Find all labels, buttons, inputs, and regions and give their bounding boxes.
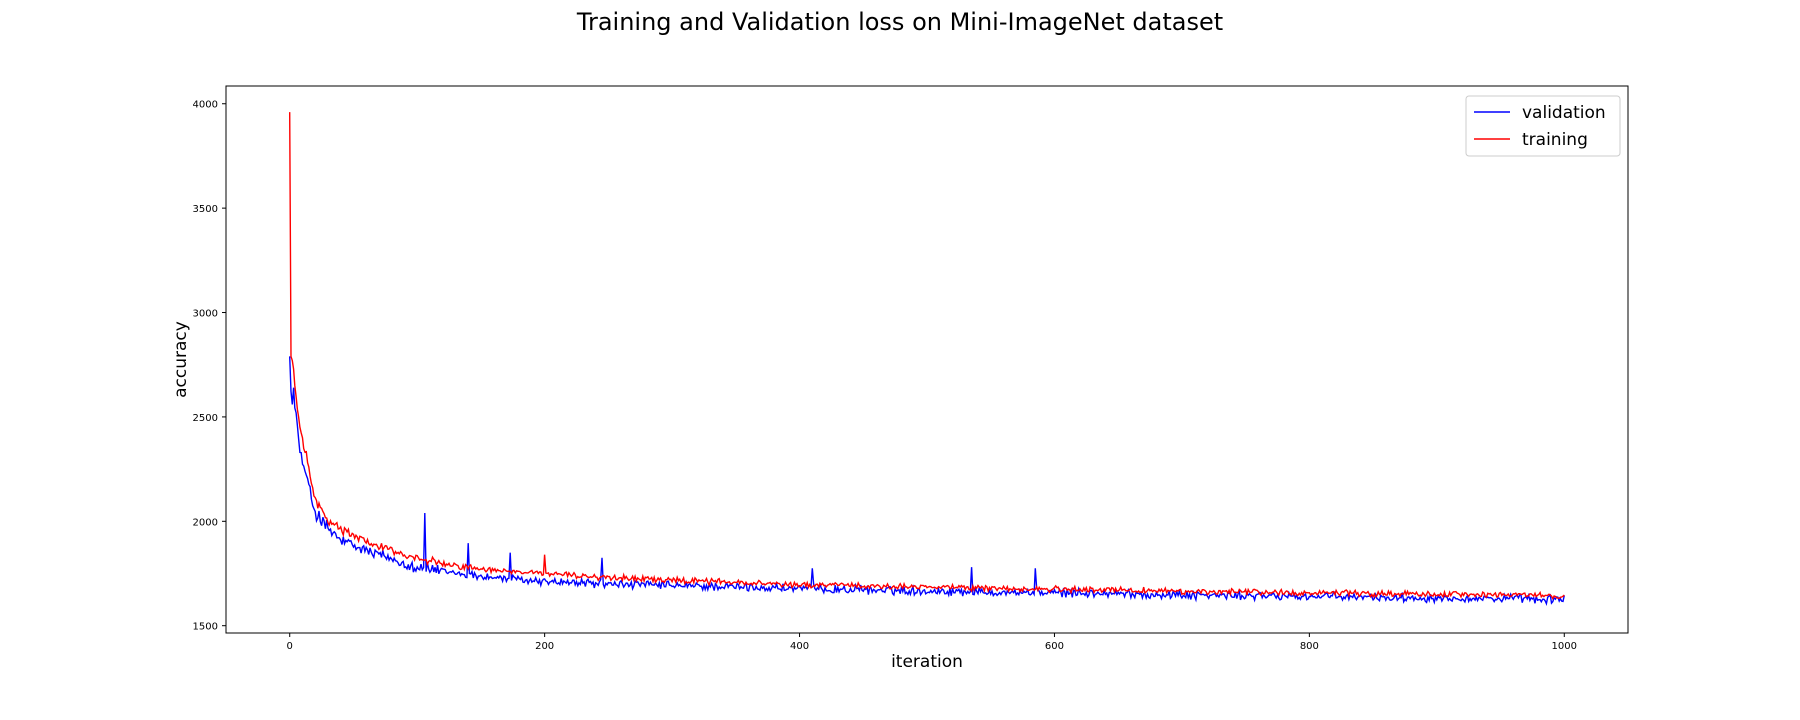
y-tick-label: 3500 [193, 204, 218, 215]
chart-title: Training and Validation loss on Mini-Ima… [576, 8, 1224, 36]
legend-label-validation: validation [1522, 103, 1606, 123]
y-tick-label: 2000 [193, 517, 218, 528]
x-axis-label: iteration [891, 652, 963, 672]
y-tick-label: 4000 [193, 100, 218, 111]
series-line-validation [289, 356, 1565, 607]
y-tick-label: 1500 [193, 622, 218, 633]
y-axis-label: accuracy [171, 321, 191, 398]
y-tick-label: 2500 [193, 413, 218, 424]
lines-layer [289, 112, 1565, 607]
legend-box [1465, 95, 1621, 157]
legend-label-training: training [1522, 130, 1588, 150]
series-line-training [289, 112, 1565, 601]
x-tick-label: 200 [535, 641, 554, 652]
legend: validation training [1465, 95, 1621, 157]
ticks-layer: 0 200 400 600 800 1000 1500 2000 2500 3000 3500 400… [193, 100, 1577, 652]
x-tick-label: 0 [287, 641, 293, 652]
y-tick-label: 3000 [193, 309, 218, 320]
x-tick-label: 800 [1300, 641, 1319, 652]
plot-frame [225, 85, 1629, 634]
x-tick-label: 400 [790, 641, 809, 652]
x-tick-label: 1000 [1552, 641, 1577, 652]
x-tick-label: 600 [1045, 641, 1064, 652]
